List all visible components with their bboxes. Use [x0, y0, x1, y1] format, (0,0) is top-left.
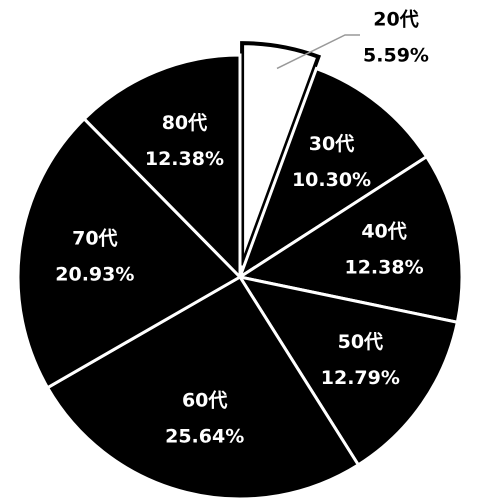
- slice-value: 12.79%: [321, 367, 400, 389]
- pie-slice: [16, 116, 243, 390]
- slice-label: 80代: [162, 112, 207, 134]
- pie-slice: [236, 154, 464, 325]
- slice-label: 50代: [338, 331, 383, 353]
- slice-label: 70代: [72, 228, 117, 250]
- pie-slice: [45, 274, 361, 501]
- slice-value: 12.38%: [344, 257, 423, 279]
- slice-value: 12.38%: [145, 148, 224, 170]
- slice-label: 40代: [361, 221, 406, 243]
- pie-slice: [236, 274, 460, 467]
- slice-label: 20代: [373, 9, 418, 31]
- slice-value: 5.59%: [363, 45, 429, 67]
- leader-line: [276, 34, 360, 70]
- slice-value: 25.64%: [165, 426, 244, 448]
- pie-slice: [240, 41, 322, 266]
- slice-value: 20.93%: [55, 264, 134, 286]
- pie-slice: [82, 53, 242, 281]
- pie-slice: [237, 66, 429, 281]
- slice-label: 60代: [182, 390, 227, 412]
- slice-value: 10.30%: [292, 169, 371, 191]
- slice-label: 30代: [309, 133, 354, 155]
